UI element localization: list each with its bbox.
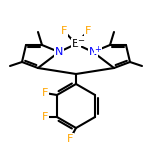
Text: F: F: [67, 134, 73, 144]
Text: N: N: [89, 47, 97, 57]
Text: −: −: [78, 36, 85, 45]
Text: N: N: [55, 47, 63, 57]
Text: F: F: [61, 26, 67, 36]
Text: F: F: [42, 88, 48, 98]
Text: B: B: [72, 39, 80, 49]
Text: +: +: [95, 45, 101, 54]
Text: F: F: [42, 112, 48, 122]
Text: F: F: [85, 26, 91, 36]
